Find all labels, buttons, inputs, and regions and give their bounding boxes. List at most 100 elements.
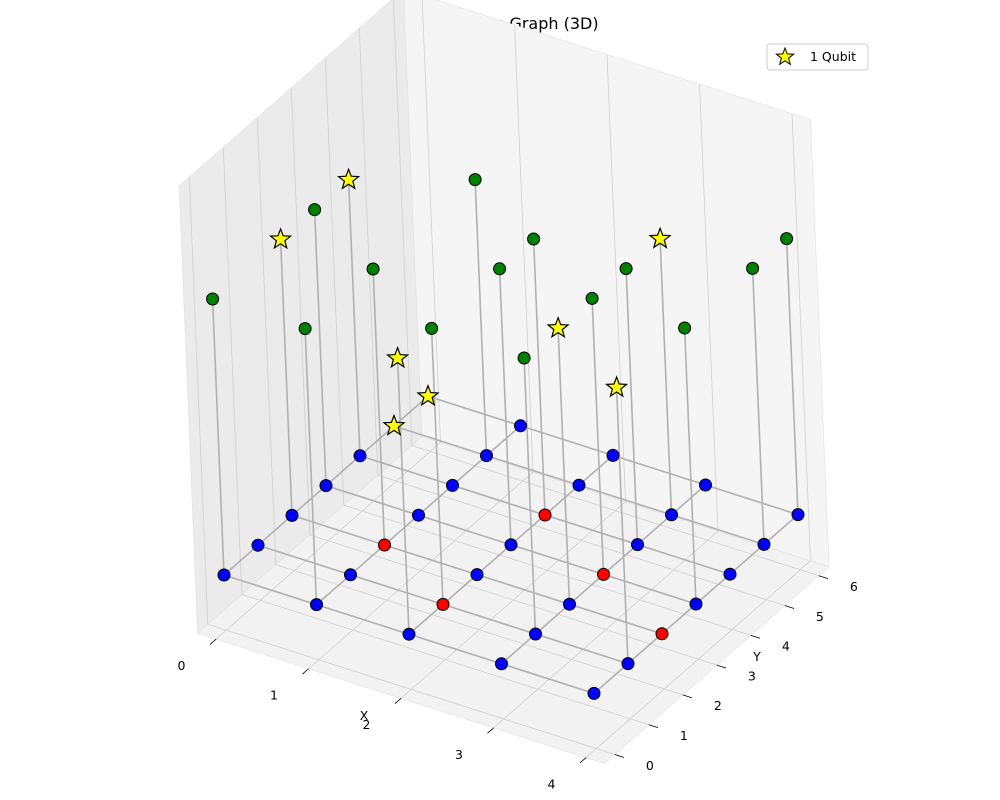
legend: 1 Qubit [766,43,869,71]
graph-edge [316,603,410,635]
base-node [495,657,508,671]
red-node [655,627,669,641]
node-stem [591,298,605,575]
node-stem [396,358,410,635]
grid-line [411,445,819,577]
graph-edge [569,603,663,635]
node-stem [659,238,673,515]
graph-edge [602,543,639,576]
y-tick-label: 1 [680,728,688,743]
qubit-star [382,413,406,436]
node-stem [683,327,697,605]
base-node [587,686,601,700]
node-stem [347,179,361,456]
graph-edge [578,484,672,516]
red-node [378,538,391,552]
top-node [468,173,482,187]
base-node [480,449,493,463]
node-stem [372,268,386,546]
base-node [572,478,586,492]
top-node [678,321,692,335]
node-stem [557,328,571,605]
graph-edge [442,573,478,606]
qubit-star [604,375,629,398]
graph-edge [627,633,663,665]
graph-edge [510,544,604,576]
graph-edge [637,543,731,575]
red-node [436,597,450,611]
x-tick-label: 2 [363,717,371,732]
axis-ticks: 0 1 2 3 4 0 1 2 3 4 5 6 [178,575,858,791]
node-stem [498,268,512,545]
base-node [529,627,542,641]
base-node [699,478,712,492]
graph-edge [291,484,327,517]
node-stem [532,238,546,516]
base-node [606,448,620,462]
graph-edge [349,544,386,576]
graph-edge [383,514,420,546]
grid-line [392,0,413,446]
grid-line [377,474,785,606]
graph-edge [408,603,444,635]
y-tick-label: 2 [714,698,722,713]
graph-edges [223,395,799,695]
graph-edge [670,484,707,516]
node-stem [785,238,799,515]
grid-line [290,87,311,535]
y-tick-label: 6 [850,579,858,594]
qubit-star [546,315,570,339]
top-node [527,232,541,246]
base-node [631,538,644,552]
grid-line [324,57,345,506]
data-points [206,167,805,700]
base-node [412,508,425,522]
node-stem [279,239,293,516]
qubit-star [268,227,293,250]
top-node [585,291,599,305]
node-stem [474,179,488,456]
graph-edge [350,574,444,606]
top-node [619,262,633,276]
x-tick [209,638,217,645]
base-node [665,508,678,522]
graph-edge [671,514,765,546]
y-tick [818,575,829,580]
x-tick-label: 0 [178,658,186,673]
graph-edge [417,484,454,516]
top-node [780,232,794,246]
graph-edge [485,425,522,457]
base-node [251,538,265,552]
y-tick-label: 5 [816,609,824,624]
grid-line [207,623,615,755]
qubit-star [648,226,672,249]
grid-line [188,177,209,625]
graph-edge [257,544,351,576]
x-tick [302,668,309,675]
top-node [425,321,439,335]
x-tick [487,727,494,734]
x-tick-label: 3 [455,747,463,762]
x-axis-label: X [360,708,369,723]
node-stem [430,328,444,605]
graph-edge [291,514,385,546]
y-tick [716,664,727,669]
red-node [597,567,610,581]
graph-edge [408,633,502,665]
graph-edge [661,603,697,635]
top-node [206,292,220,306]
graph-edge [578,454,614,486]
graph-edge [476,544,512,576]
gridlines [188,0,819,758]
legend-star-icon [775,46,795,66]
top-node [308,203,322,217]
graph-edge [476,573,570,605]
base-node [621,657,635,671]
base-node [514,419,527,433]
y-tick-label: 4 [782,639,790,654]
graph-edge [603,573,697,605]
base-node [504,538,518,552]
graph-edge [223,544,259,576]
graph-edge [593,662,629,695]
